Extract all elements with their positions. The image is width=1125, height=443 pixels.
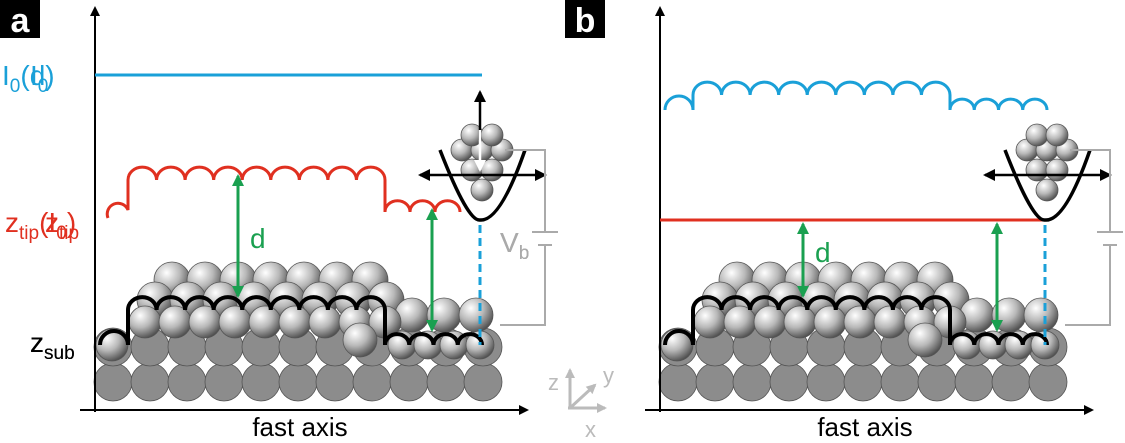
atom [1046, 124, 1068, 146]
atom [1029, 363, 1067, 401]
panel-letter: a [11, 2, 31, 40]
atom [131, 363, 169, 401]
atom [205, 363, 243, 401]
atom [316, 363, 354, 401]
atom [129, 306, 161, 338]
axes-indicator: z y x [548, 363, 614, 442]
atom [427, 363, 465, 401]
current-trace [665, 82, 1047, 110]
substrate-label-part: sub [44, 343, 75, 364]
atom [807, 363, 845, 401]
atom [459, 298, 493, 332]
atom [784, 306, 816, 338]
atom [814, 306, 846, 338]
bias-label-part: V [500, 227, 519, 258]
atom [481, 159, 503, 181]
atom [279, 363, 317, 401]
atom [955, 363, 993, 401]
x-axis-label: fast axis [252, 412, 347, 442]
atom [754, 306, 786, 338]
atom [874, 306, 906, 338]
tip [451, 124, 513, 201]
atom [249, 306, 281, 338]
indicator-z-label: z [548, 370, 559, 395]
x-axis-label: fast axis [817, 412, 912, 442]
atom [844, 306, 876, 338]
atom [1036, 179, 1058, 201]
substrate-label: zsub [30, 327, 75, 364]
atom [159, 306, 191, 338]
substrate-label-part: z [30, 327, 44, 358]
indicator-y [570, 385, 595, 408]
current-label-part: (d) [20, 60, 54, 91]
atom [908, 323, 942, 357]
atom [353, 363, 391, 401]
bias-label: Vb [500, 227, 529, 264]
bias-label-part: b [519, 243, 530, 264]
tip-label-part: z [45, 207, 59, 238]
atom [724, 306, 756, 338]
distance-label: d [815, 237, 831, 268]
atom [694, 306, 726, 338]
tip-label-part: z [5, 207, 19, 238]
atom [844, 363, 882, 401]
tip-label-part: tip [59, 223, 79, 244]
figure: afast axisdI0ztip(I0)Vbzsubbfast axisdI0… [0, 0, 1125, 443]
atom [94, 363, 132, 401]
atom [992, 363, 1030, 401]
atom [1046, 159, 1068, 181]
atom [918, 363, 956, 401]
atom [1026, 159, 1048, 181]
atom [343, 323, 377, 357]
atom [733, 363, 771, 401]
atom [309, 306, 341, 338]
current-label-part: I [2, 60, 10, 91]
distance-label: d [250, 223, 266, 254]
indicator-y-label: y [603, 363, 614, 388]
atom [242, 363, 280, 401]
atom [481, 124, 503, 146]
atom [189, 306, 221, 338]
panel-letter: b [575, 2, 596, 40]
current-label-part: 0 [10, 76, 21, 97]
atom [696, 363, 734, 401]
atom [219, 306, 251, 338]
panel: b fast axis d [565, 0, 1123, 442]
indicator-x-label: x [585, 417, 596, 442]
atom [464, 363, 502, 401]
atom [390, 363, 428, 401]
tip-label-part: tip [19, 223, 39, 244]
tip-trace [107, 167, 460, 218]
panel: a fast axis d [0, 0, 558, 442]
tip [1016, 124, 1078, 201]
atom [471, 179, 493, 201]
atom [659, 363, 697, 401]
atom [279, 306, 311, 338]
atom [1026, 124, 1048, 146]
atom [1024, 298, 1058, 332]
atom [168, 363, 206, 401]
atom [881, 363, 919, 401]
atom [770, 363, 808, 401]
